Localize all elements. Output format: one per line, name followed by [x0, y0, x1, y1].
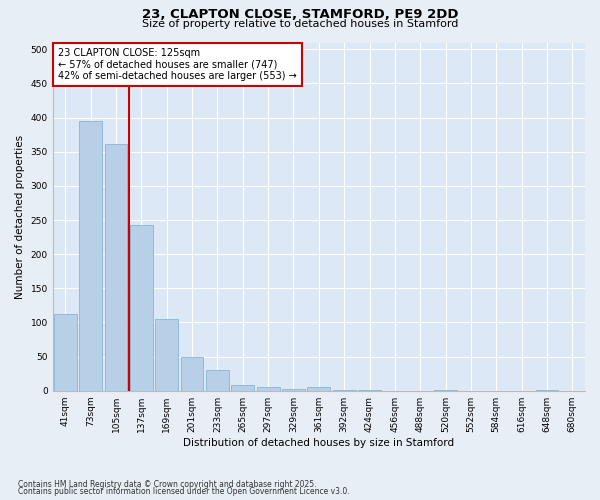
Bar	[181, 356, 203, 390]
Bar	[257, 388, 280, 390]
Text: 23, CLAPTON CLOSE, STAMFORD, PE9 2DD: 23, CLAPTON CLOSE, STAMFORD, PE9 2DD	[142, 8, 458, 21]
Bar	[232, 385, 254, 390]
Text: 23 CLAPTON CLOSE: 125sqm
← 57% of detached houses are smaller (747)
42% of semi-: 23 CLAPTON CLOSE: 125sqm ← 57% of detach…	[58, 48, 297, 81]
Bar	[206, 370, 229, 390]
Bar	[104, 144, 127, 390]
Text: Contains HM Land Registry data © Crown copyright and database right 2025.: Contains HM Land Registry data © Crown c…	[18, 480, 317, 489]
Text: Contains public sector information licensed under the Open Government Licence v3: Contains public sector information licen…	[18, 487, 350, 496]
Y-axis label: Number of detached properties: Number of detached properties	[15, 134, 25, 298]
Bar	[130, 225, 153, 390]
Bar	[307, 386, 330, 390]
Bar	[79, 121, 102, 390]
Bar	[54, 314, 77, 390]
Text: Size of property relative to detached houses in Stamford: Size of property relative to detached ho…	[142, 19, 458, 29]
Bar	[155, 319, 178, 390]
X-axis label: Distribution of detached houses by size in Stamford: Distribution of detached houses by size …	[183, 438, 454, 448]
